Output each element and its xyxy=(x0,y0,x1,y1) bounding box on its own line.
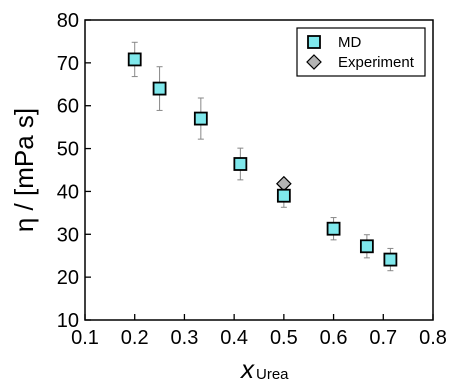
y-tick-label: 30 xyxy=(57,224,79,246)
x-tick-label: 0.7 xyxy=(369,327,397,349)
y-tick-label: 10 xyxy=(57,310,79,332)
y-tick-label: 20 xyxy=(57,267,79,289)
md-point xyxy=(359,239,374,254)
md-point xyxy=(326,221,341,236)
md-point xyxy=(127,52,142,67)
x-tick-label: 0.4 xyxy=(220,327,248,349)
md-point xyxy=(276,188,291,203)
md-point xyxy=(193,111,208,126)
md-point xyxy=(233,157,248,171)
x-tick-label: 0.6 xyxy=(320,327,348,349)
x-tick-label: 0.8 xyxy=(419,327,447,349)
data-point-layer xyxy=(127,52,398,267)
experiment-point xyxy=(276,175,292,192)
md-point xyxy=(152,81,167,96)
x-axis-label-subscript: Urea xyxy=(256,366,289,381)
legend: MD Experiment xyxy=(296,27,426,77)
x-axis-label: x xyxy=(239,354,255,381)
y-tick-label: 80 xyxy=(57,10,79,32)
tick-layer: 0.1 0.2 0.3 0.4 0.5 0.6 0.7 0.8 10 20 30 40 50 60 70 80 xyxy=(57,10,447,349)
y-tick-label: 60 xyxy=(57,96,79,118)
y-tick-label: 50 xyxy=(57,139,79,161)
x-tick-label: 0.5 xyxy=(270,327,298,349)
y-tick-label: 70 xyxy=(57,53,79,75)
legend-md-label: MD xyxy=(338,34,361,51)
y-tick-label: 40 xyxy=(57,181,79,203)
x-tick-label: 0.1 xyxy=(71,327,99,349)
x-tick-label: 0.3 xyxy=(171,327,199,349)
legend-md-marker xyxy=(307,35,321,49)
plot-frame xyxy=(84,19,434,321)
md-point xyxy=(383,252,398,267)
x-tick-label: 0.2 xyxy=(121,327,149,349)
legend-experiment-marker xyxy=(306,54,322,70)
legend-experiment-label: Experiment xyxy=(338,54,415,71)
y-axis-label: η / [mPa s] xyxy=(9,108,39,232)
